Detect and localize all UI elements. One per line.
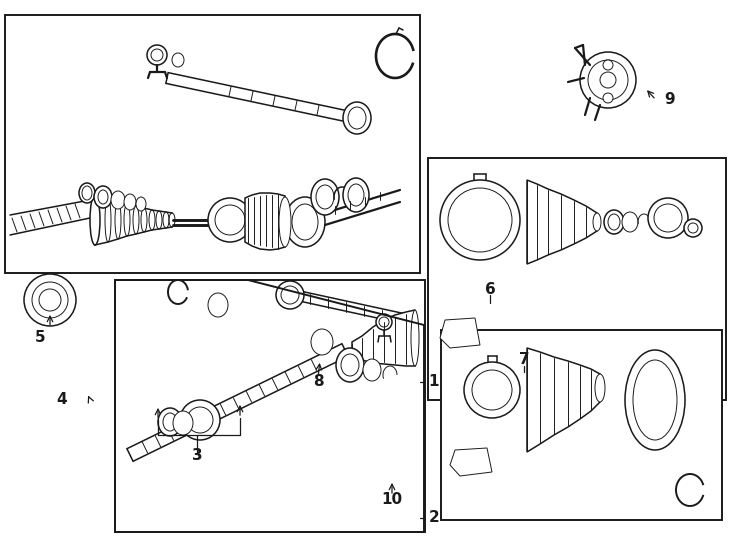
Text: 7: 7	[519, 353, 529, 368]
Ellipse shape	[111, 191, 125, 209]
Ellipse shape	[363, 359, 381, 381]
Circle shape	[600, 72, 616, 88]
Ellipse shape	[348, 107, 366, 129]
Text: 4: 4	[57, 393, 68, 408]
Circle shape	[39, 289, 61, 311]
Ellipse shape	[341, 354, 359, 376]
Polygon shape	[127, 344, 348, 461]
Ellipse shape	[633, 360, 677, 440]
Ellipse shape	[172, 53, 184, 67]
Ellipse shape	[94, 186, 112, 208]
Text: 3: 3	[192, 448, 203, 462]
Ellipse shape	[90, 195, 100, 245]
Ellipse shape	[336, 348, 364, 382]
Text: 8: 8	[313, 375, 323, 389]
Circle shape	[208, 198, 252, 242]
Bar	[5, 15, 420, 273]
Circle shape	[688, 223, 698, 233]
Text: 1: 1	[429, 375, 439, 389]
Circle shape	[448, 188, 512, 252]
Ellipse shape	[279, 197, 291, 247]
Circle shape	[580, 52, 636, 108]
Ellipse shape	[411, 310, 419, 366]
Bar	[441, 330, 722, 520]
Bar	[115, 280, 425, 532]
Ellipse shape	[595, 374, 605, 402]
Polygon shape	[352, 310, 415, 366]
Circle shape	[180, 400, 220, 440]
Text: 6: 6	[484, 281, 495, 296]
Ellipse shape	[593, 213, 601, 231]
Text: 2: 2	[429, 510, 440, 525]
Ellipse shape	[98, 190, 108, 204]
Circle shape	[276, 281, 304, 309]
Ellipse shape	[608, 214, 620, 230]
Ellipse shape	[311, 179, 339, 215]
Ellipse shape	[124, 194, 136, 210]
Ellipse shape	[625, 350, 685, 450]
Polygon shape	[440, 318, 480, 348]
Circle shape	[376, 314, 392, 330]
Ellipse shape	[348, 184, 364, 206]
Circle shape	[151, 49, 163, 61]
Circle shape	[32, 282, 68, 318]
Circle shape	[654, 204, 682, 232]
Ellipse shape	[285, 197, 325, 247]
Polygon shape	[245, 193, 285, 250]
Circle shape	[464, 362, 520, 418]
Circle shape	[588, 60, 628, 100]
Polygon shape	[166, 72, 356, 123]
Ellipse shape	[79, 183, 95, 203]
Ellipse shape	[82, 186, 92, 200]
Ellipse shape	[163, 413, 177, 431]
Ellipse shape	[343, 178, 369, 212]
Circle shape	[215, 205, 245, 235]
Circle shape	[603, 60, 613, 70]
Ellipse shape	[136, 197, 146, 211]
Polygon shape	[527, 348, 600, 452]
Circle shape	[440, 180, 520, 260]
Ellipse shape	[292, 204, 318, 240]
Circle shape	[281, 286, 299, 304]
Polygon shape	[527, 180, 597, 264]
Text: 10: 10	[382, 492, 402, 508]
Ellipse shape	[311, 329, 333, 355]
Ellipse shape	[208, 293, 228, 317]
Ellipse shape	[173, 411, 193, 435]
Ellipse shape	[604, 210, 624, 234]
Circle shape	[603, 93, 613, 103]
Circle shape	[24, 274, 76, 326]
Ellipse shape	[158, 408, 182, 436]
Circle shape	[684, 219, 702, 237]
Circle shape	[472, 370, 512, 410]
Circle shape	[147, 45, 167, 65]
Ellipse shape	[316, 185, 334, 209]
Bar	[428, 158, 726, 400]
Polygon shape	[294, 290, 411, 325]
Polygon shape	[450, 448, 492, 476]
Text: 9: 9	[665, 92, 675, 107]
Circle shape	[648, 198, 688, 238]
Ellipse shape	[343, 102, 371, 134]
Text: 5: 5	[34, 330, 46, 346]
Ellipse shape	[92, 195, 98, 245]
Ellipse shape	[622, 212, 638, 232]
Circle shape	[187, 407, 213, 433]
Circle shape	[379, 317, 389, 327]
